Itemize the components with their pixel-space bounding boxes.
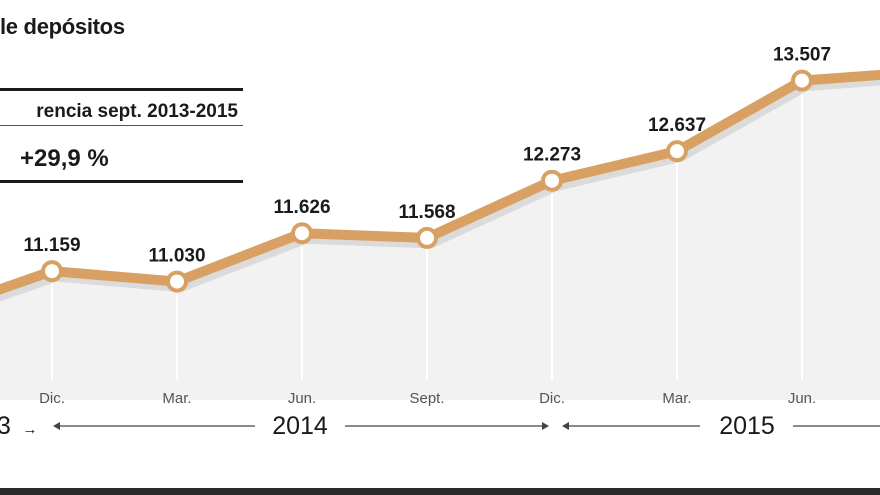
- data-label: 11.159: [23, 235, 80, 256]
- summary-box-top-rule: [0, 88, 243, 91]
- data-point: [666, 140, 688, 163]
- x-tick-label: Jun.: [288, 390, 316, 407]
- arrow-left-icon: [562, 422, 569, 430]
- x-tick-label: Mar.: [162, 390, 191, 407]
- year-label: 2015: [719, 412, 775, 440]
- summary-value: +29,9 %: [20, 145, 109, 172]
- bottom-bar: [0, 488, 880, 495]
- x-tick-label: Dic.: [539, 390, 565, 407]
- x-tick-label: Jun.: [788, 390, 816, 407]
- data-point: [791, 69, 813, 92]
- arrow-left-icon: [53, 422, 60, 430]
- data-label: 11.030: [148, 246, 205, 267]
- arrow-right-icon: [542, 422, 549, 430]
- data-point: [291, 222, 313, 245]
- year-label: 3: [0, 412, 11, 440]
- data-point: [541, 169, 563, 192]
- data-point: [41, 260, 63, 283]
- data-label: 13.507: [773, 45, 831, 66]
- x-tick-label: Dic.: [39, 390, 65, 407]
- year-arrow-marker: →: [23, 421, 38, 438]
- data-label: 11.626: [273, 197, 330, 218]
- data-label: 12.273: [523, 145, 581, 166]
- data-label: 11.568: [398, 202, 455, 223]
- summary-label: rencia sept. 2013-2015: [36, 101, 238, 122]
- summary-box-bottom-rule: [0, 180, 243, 183]
- summary-box-divider: [0, 125, 243, 126]
- year-label: 2014: [272, 412, 328, 440]
- x-tick-label: Mar.: [662, 390, 691, 407]
- chart-title: le depósitos: [0, 14, 125, 39]
- data-point: [416, 226, 438, 249]
- data-point: [166, 270, 188, 293]
- data-label: 12.637: [648, 115, 706, 136]
- x-tick-label: Sept.: [409, 390, 444, 407]
